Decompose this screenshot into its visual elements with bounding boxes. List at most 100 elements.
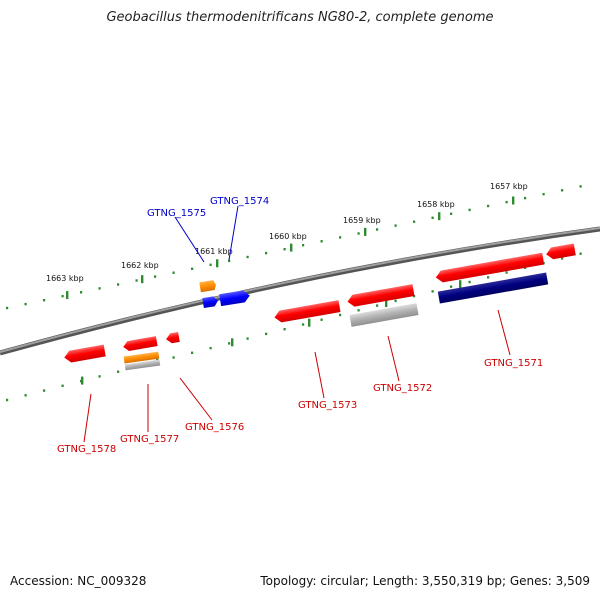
lower-scale-major-tick bbox=[385, 299, 388, 307]
lower-scale-dot bbox=[302, 323, 305, 326]
tick-label-1662: 1662 kbp bbox=[121, 261, 159, 270]
lower-scale-dot bbox=[117, 370, 120, 373]
leader-line-gtng-1571 bbox=[497, 309, 511, 356]
leader-line-gtng-1576 bbox=[179, 377, 213, 421]
lower-scale-dot bbox=[6, 398, 9, 402]
upper-scale-dot bbox=[394, 224, 397, 227]
gene-label-gtng-1572[interactable]: GTNG_1572 bbox=[373, 383, 432, 394]
tick-label-1657: 1657 kbp bbox=[490, 182, 528, 191]
accession-text: Accession: NC_009328 bbox=[10, 574, 147, 588]
lower-scale-dot bbox=[98, 375, 101, 378]
upper-scale-dot bbox=[154, 275, 157, 278]
gene-gtng-1575-arrow[interactable] bbox=[202, 296, 218, 309]
leader-line-gtng-1575 bbox=[174, 216, 205, 263]
lower-scale-dot bbox=[487, 276, 490, 279]
upper-scale-dot bbox=[6, 306, 9, 310]
lower-scale-major-tick bbox=[81, 376, 84, 385]
gene-gtng-1576-arrow[interactable] bbox=[165, 332, 180, 344]
lower-scale-dot bbox=[24, 394, 27, 397]
upper-scale-dot bbox=[61, 295, 64, 298]
lower-scale-dot bbox=[505, 271, 508, 274]
lower-scale-dot bbox=[339, 313, 342, 317]
upper-scale-dot bbox=[524, 196, 527, 200]
upper-scale-dot bbox=[43, 299, 46, 302]
upper-scale-track bbox=[6, 185, 582, 310]
lower-scale-dot bbox=[468, 280, 471, 284]
tick-label-1663: 1663 kbp bbox=[46, 274, 84, 283]
leader-line-gtng-1572 bbox=[387, 335, 400, 382]
gene-label-gtng-1577[interactable]: GTNG_1577 bbox=[120, 434, 179, 445]
lower-scale-dot bbox=[228, 342, 231, 345]
lower-scale-dot bbox=[394, 299, 397, 303]
lower-scale-dot bbox=[357, 309, 360, 312]
upper-scale-dot bbox=[283, 248, 286, 251]
upper-scale-dot bbox=[228, 259, 231, 263]
lower-scale-major-tick bbox=[308, 318, 311, 327]
upper-scale-dot bbox=[505, 200, 508, 204]
upper-scale-dot bbox=[450, 212, 453, 215]
gene-gtng-1572-gray-arrow[interactable] bbox=[349, 303, 419, 327]
upper-scale-dot bbox=[339, 236, 342, 239]
leader-line-gtng-1574 bbox=[228, 205, 239, 261]
lower-scale-dot bbox=[283, 328, 286, 331]
tick-label-1661: 1661 kbp bbox=[195, 247, 233, 256]
gene-label-gtng-1578[interactable]: GTNG_1578 bbox=[57, 444, 116, 455]
gene-label-gtng-1571[interactable]: GTNG_1571 bbox=[484, 358, 543, 369]
gene-gtng-1578-arrow[interactable] bbox=[63, 344, 106, 364]
upper-scale-major-tick bbox=[290, 243, 293, 252]
lower-scale-major-tick bbox=[459, 280, 462, 289]
lower-scale-major-tick bbox=[231, 338, 234, 347]
upper-scale-dot bbox=[172, 271, 175, 274]
gene-gtng-1572-arrow[interactable] bbox=[346, 284, 415, 307]
upper-scale-dot bbox=[431, 216, 434, 219]
upper-scale-dot bbox=[24, 302, 27, 306]
upper-scale-dot bbox=[413, 220, 416, 223]
upper-scale-dot bbox=[209, 263, 212, 266]
upper-scale-dot bbox=[320, 240, 323, 243]
upper-scale-dot bbox=[542, 193, 545, 196]
gene-extra-right-arrow[interactable] bbox=[545, 243, 576, 260]
upper-scale-dot bbox=[376, 228, 379, 231]
upper-scale-dot bbox=[191, 267, 194, 270]
upper-scale-major-tick bbox=[364, 227, 367, 236]
lower-scale-dot bbox=[320, 318, 323, 321]
gene-gtng-1575-orange-arrow[interactable] bbox=[199, 280, 216, 293]
upper-scale-major-tick bbox=[512, 196, 515, 205]
gene-label-gtng-1573[interactable]: GTNG_1573 bbox=[298, 400, 357, 411]
upper-scale-dot bbox=[265, 251, 268, 255]
gene-label-gtng-1576[interactable]: GTNG_1576 bbox=[185, 422, 244, 433]
map-title: Geobacillus thermodenitrificans NG80-2, … bbox=[106, 10, 494, 25]
lower-scale-dot bbox=[172, 356, 175, 359]
gene-gtng-1571-navy-arrow[interactable] bbox=[437, 272, 549, 304]
upper-scale-dot bbox=[80, 291, 83, 294]
gene-label-gtng-1574[interactable]: GTNG_1574 bbox=[210, 196, 269, 207]
lower-scale-dot bbox=[43, 389, 46, 392]
lower-scale-dot bbox=[376, 304, 379, 307]
lower-scale-dot bbox=[561, 257, 564, 260]
lower-scale-dot bbox=[431, 290, 434, 293]
lower-scale-dot bbox=[579, 252, 582, 255]
gene-label-gtng-1575[interactable]: GTNG_1575 bbox=[147, 208, 206, 219]
gene-gtng-1571-arrow[interactable] bbox=[435, 252, 545, 284]
lower-scale-dot bbox=[209, 346, 212, 350]
tick-label-1659: 1659 kbp bbox=[343, 216, 381, 225]
gene-gtng-1573-arrow[interactable] bbox=[273, 300, 341, 323]
gene-gtng-1577-gray-arrow[interactable] bbox=[124, 359, 161, 371]
upper-scale-dot bbox=[579, 185, 582, 188]
upper-scale-dot bbox=[357, 232, 360, 235]
gene-gtng-1577-orange-arrow[interactable] bbox=[123, 351, 160, 364]
tick-label-1658: 1658 kbp bbox=[417, 200, 455, 209]
gene-gtng-1574-arrow[interactable] bbox=[219, 290, 251, 307]
upper-scale-major-tick bbox=[216, 259, 219, 268]
upper-scale-dot bbox=[468, 208, 471, 212]
upper-scale-dot bbox=[302, 244, 305, 247]
upper-scale-major-tick bbox=[66, 291, 69, 300]
gene-gtng-1577-arrow[interactable] bbox=[122, 336, 158, 352]
upper-scale-major-tick bbox=[438, 212, 441, 221]
lower-scale-dot bbox=[265, 332, 268, 336]
upper-scale-dot bbox=[561, 189, 564, 192]
leader-line-gtng-1573 bbox=[314, 351, 325, 399]
lower-scale-dot bbox=[413, 294, 416, 298]
upper-scale-dot bbox=[98, 287, 101, 290]
